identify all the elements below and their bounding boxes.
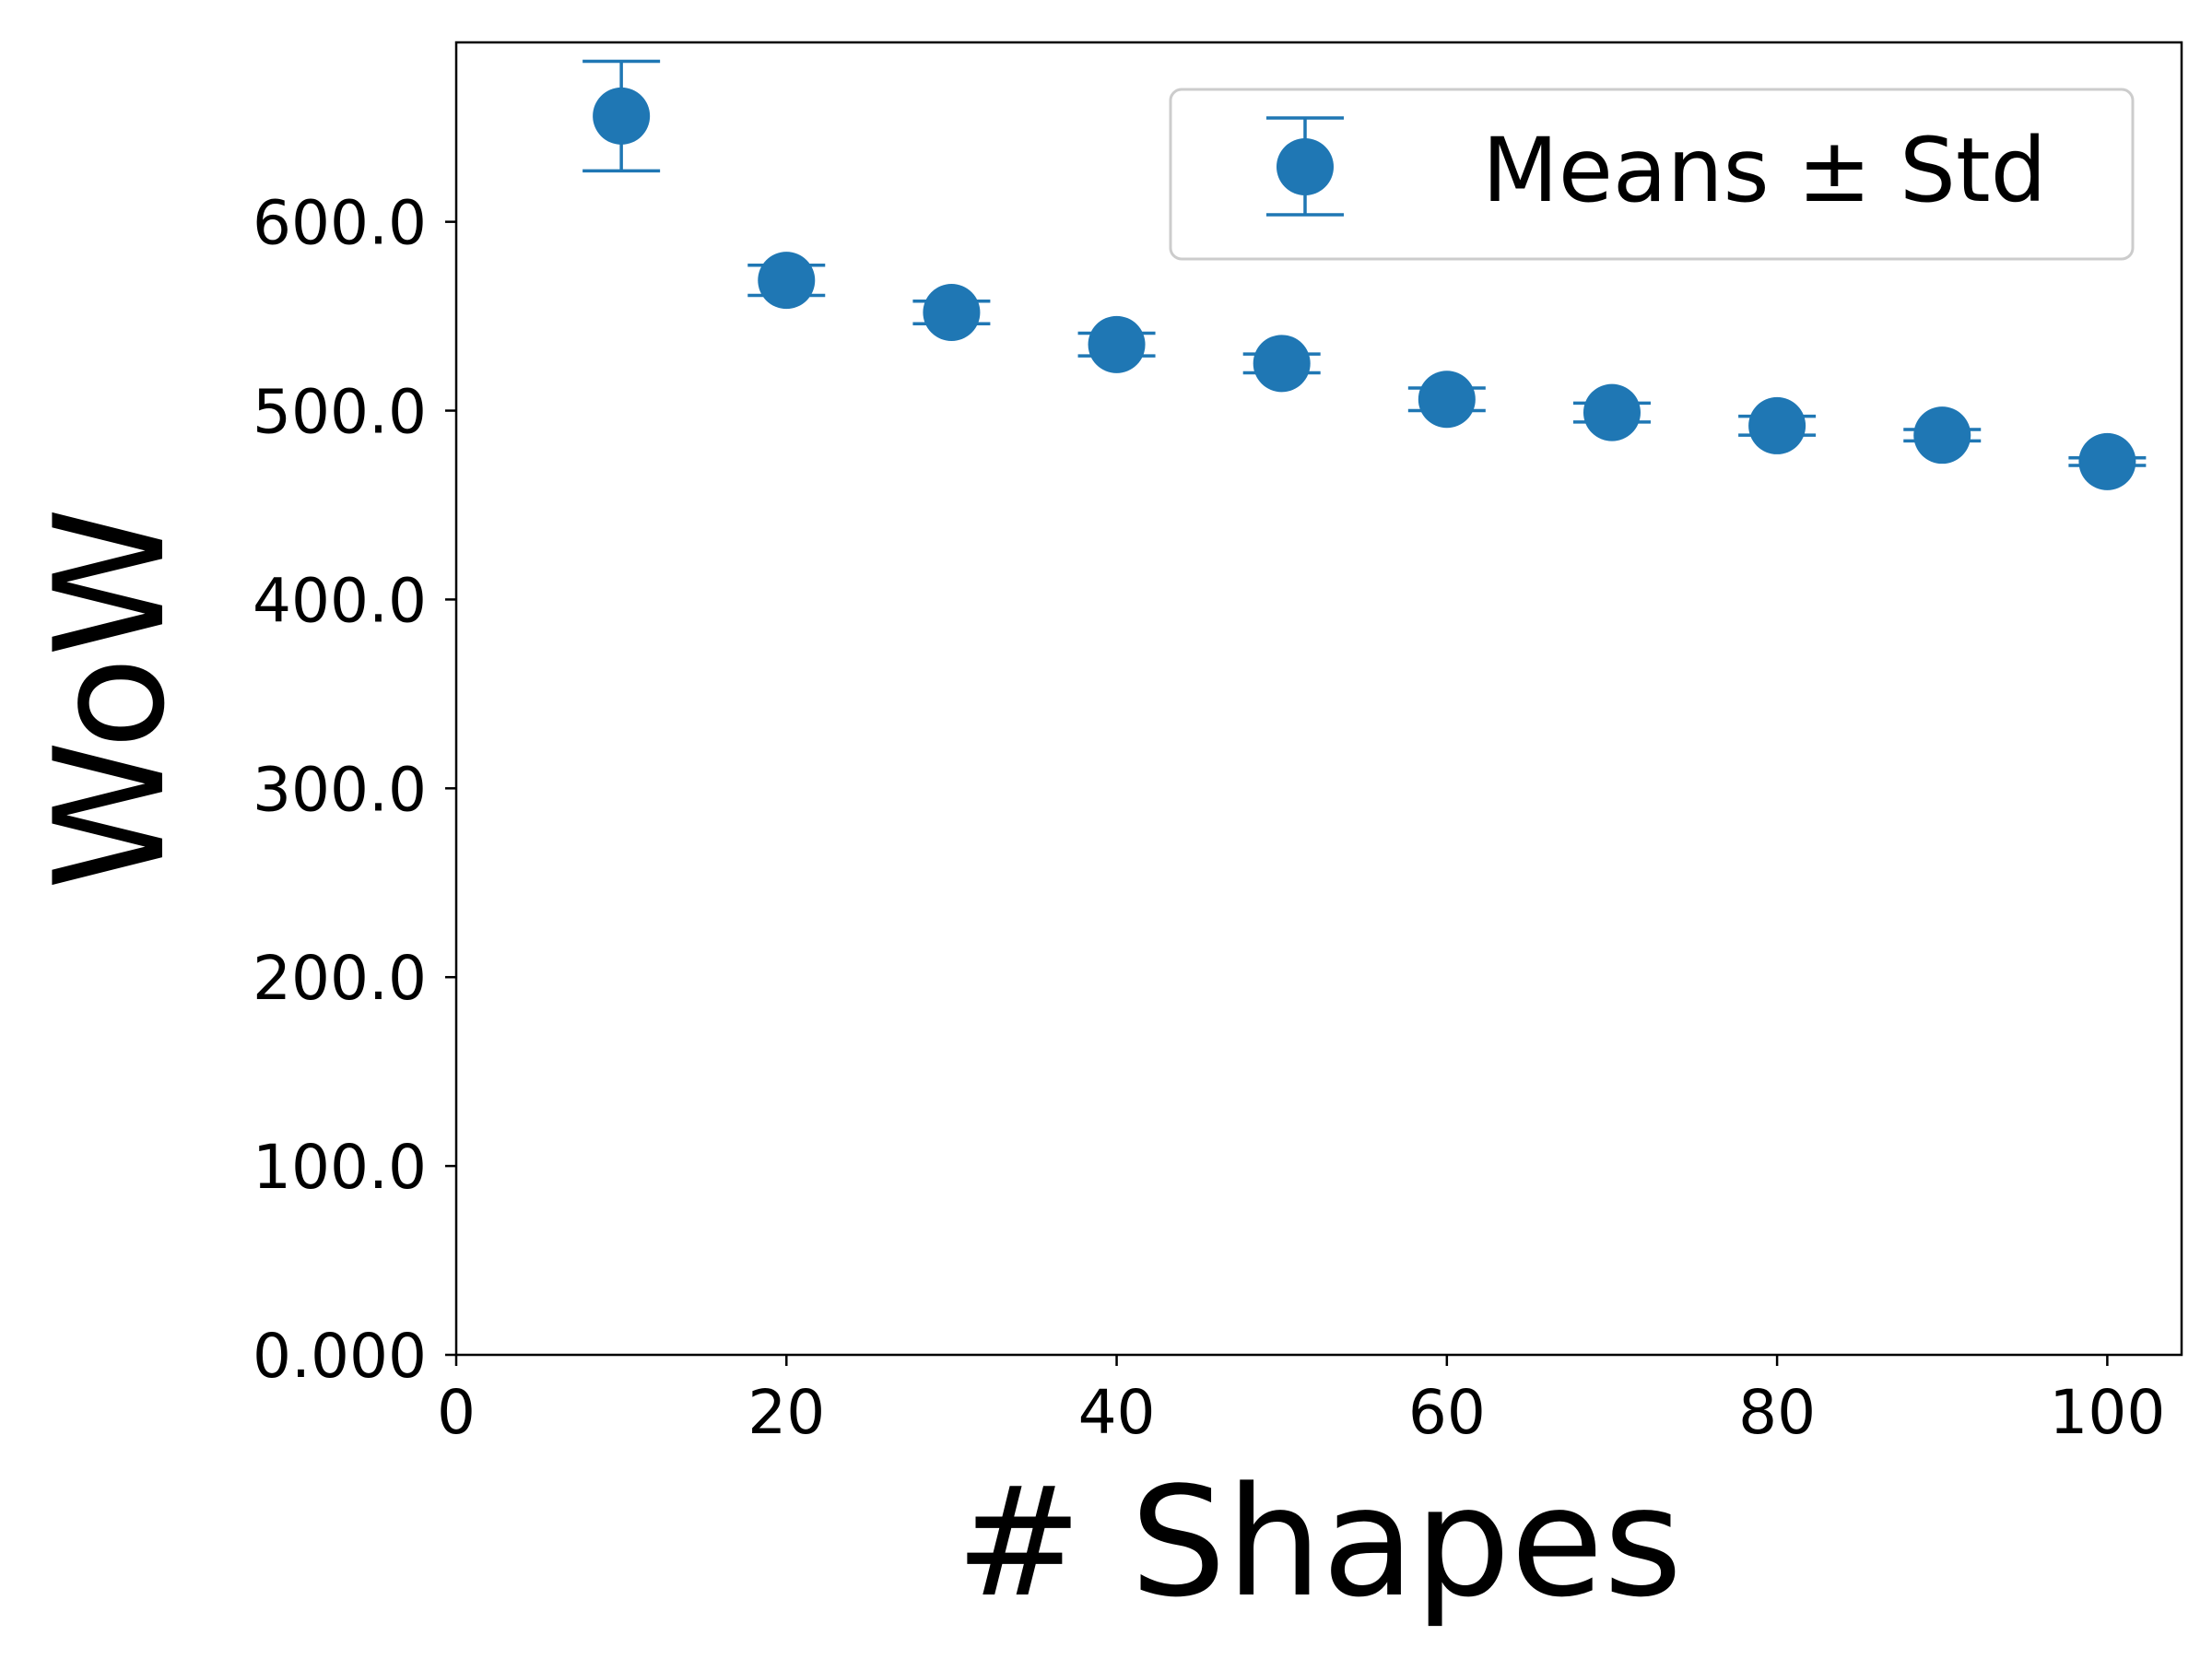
y-tick-label: 600.0 bbox=[253, 188, 427, 259]
data-point-group bbox=[1077, 315, 1156, 373]
x-axis-title: # Shapes bbox=[956, 1454, 1683, 1630]
legend-box bbox=[1169, 88, 2135, 261]
x-tick-label: 100 bbox=[2049, 1377, 2165, 1448]
mean-marker bbox=[1913, 406, 1971, 465]
data-point-group bbox=[1242, 335, 1321, 393]
x-tick-label: 0 bbox=[437, 1377, 476, 1448]
y-tick-label: 0.000 bbox=[253, 1321, 427, 1392]
data-point-group bbox=[747, 252, 826, 310]
data-point-group bbox=[912, 283, 991, 341]
data-point-group bbox=[1572, 383, 1651, 441]
y-axis-title: WoW bbox=[22, 507, 198, 889]
data-point-group bbox=[1407, 371, 1486, 429]
data-point-group bbox=[582, 59, 661, 173]
legend-entry-label: Means ± Std bbox=[1482, 119, 2047, 222]
mean-marker bbox=[1088, 315, 1146, 373]
y-tick-label: 100.0 bbox=[253, 1132, 427, 1203]
data-point-group bbox=[1903, 406, 1982, 465]
y-tick-label: 500.0 bbox=[253, 377, 427, 448]
y-tick-label: 300.0 bbox=[253, 754, 427, 825]
mean-marker bbox=[593, 87, 651, 145]
mean-marker bbox=[2078, 432, 2136, 490]
mean-marker bbox=[1253, 335, 1311, 393]
mean-marker bbox=[1583, 383, 1641, 441]
x-axis-ticks: 0 20 40 60 80 100 bbox=[437, 1355, 2165, 1448]
legend-marker-errorbar bbox=[1266, 116, 1344, 217]
x-tick-label: 80 bbox=[1738, 1377, 1816, 1448]
legend-marker-dot bbox=[1277, 138, 1334, 195]
mean-marker bbox=[1748, 396, 1806, 454]
x-tick-label: 40 bbox=[1078, 1377, 1156, 1448]
x-tick-label: 60 bbox=[1408, 1377, 1486, 1448]
mean-marker bbox=[758, 252, 816, 310]
plot-area-frame bbox=[454, 41, 2183, 1357]
data-series-layer bbox=[582, 59, 2147, 490]
legend: Means ± Std bbox=[1169, 88, 2135, 261]
mean-marker bbox=[923, 283, 981, 341]
mean-marker bbox=[1418, 371, 1476, 429]
x-tick-label: 20 bbox=[747, 1377, 825, 1448]
data-point-group bbox=[1738, 396, 1817, 454]
y-axis-ticks: 0.000 100.0 200.0 300.0 400.0 500.0 600.0 bbox=[253, 188, 456, 1392]
y-tick-label: 400.0 bbox=[253, 565, 427, 636]
data-point-group bbox=[2068, 432, 2147, 490]
y-tick-label: 200.0 bbox=[253, 943, 427, 1014]
